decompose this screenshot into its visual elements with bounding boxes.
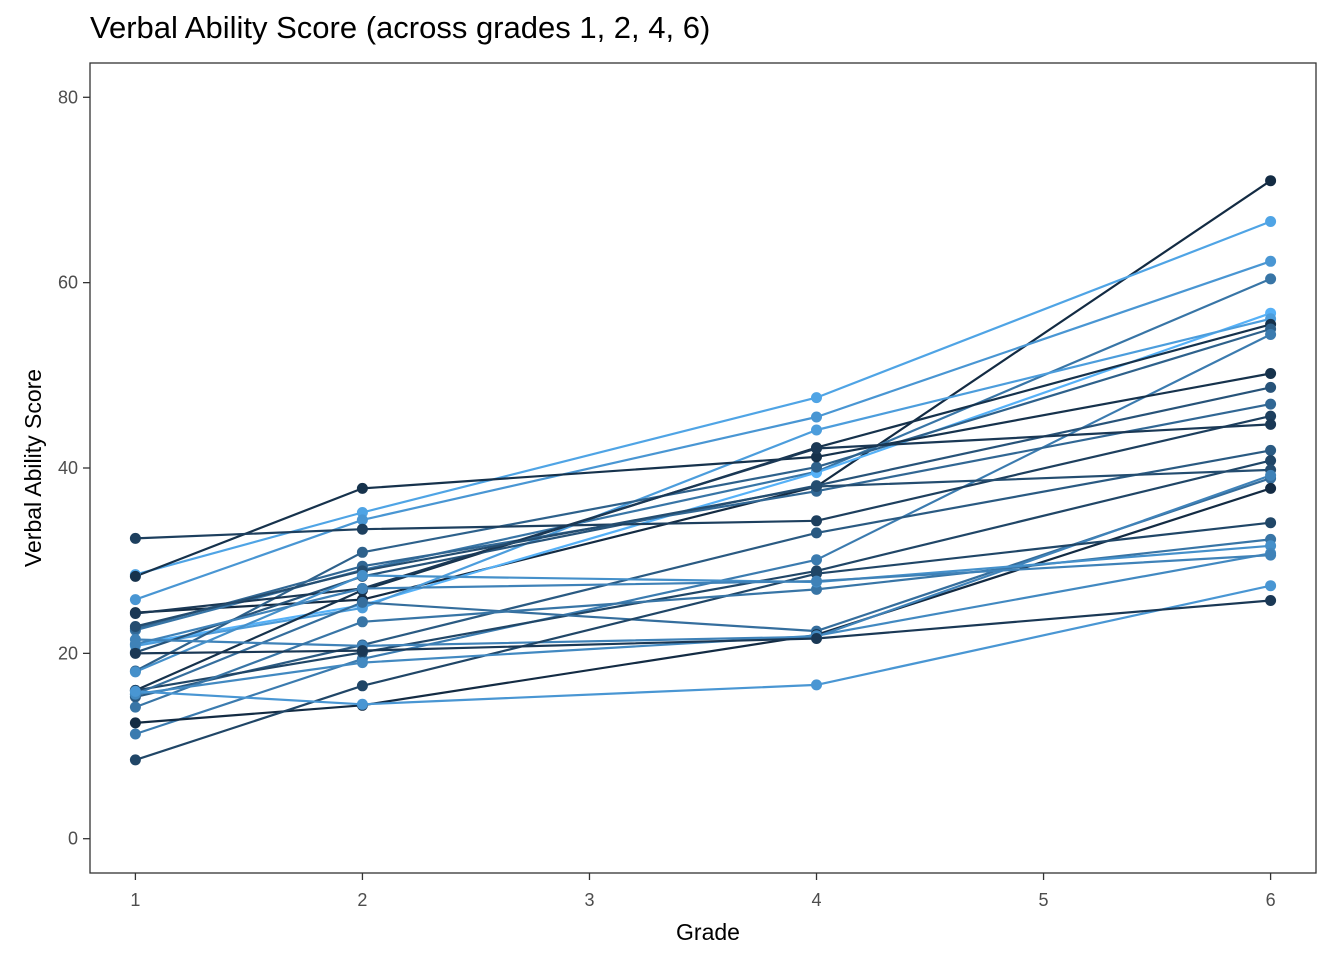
x-tick-label: 6 [1266, 890, 1276, 910]
data-point [356, 583, 368, 594]
data-point [1265, 410, 1277, 422]
data-point [129, 594, 141, 606]
series-line-19 [135, 487, 1271, 724]
data-point [1265, 549, 1277, 561]
data-point [129, 532, 141, 544]
data-point [356, 657, 368, 669]
series-line-3 [135, 260, 1271, 601]
data-point [811, 679, 822, 691]
series-line-16 [135, 459, 1271, 692]
data-point [811, 527, 822, 539]
data-point [129, 638, 141, 650]
data-point [811, 575, 822, 587]
data-point [356, 546, 368, 558]
series-line-20 [135, 474, 1271, 648]
data-point [129, 717, 141, 729]
series-line-27 [135, 599, 1271, 655]
data-point [811, 451, 822, 463]
series-line-18 [134, 477, 1271, 696]
data-point [1265, 273, 1277, 285]
data-point [811, 392, 822, 404]
y-tick-label: 60 [58, 273, 78, 293]
data-point [1265, 418, 1277, 430]
y-tick-label: 80 [58, 87, 78, 107]
series-line-24 [135, 552, 1271, 696]
series-lines [134, 179, 1272, 761]
data-point [1265, 381, 1277, 393]
series-line-10 [135, 372, 1271, 578]
data-point [1265, 255, 1277, 267]
data-point [356, 616, 368, 628]
data-point [129, 647, 141, 659]
x-tick-label: 2 [357, 890, 367, 910]
series-line-21 [135, 521, 1271, 761]
y-tick-label: 40 [58, 458, 78, 478]
data-point [129, 754, 141, 766]
data-point [129, 701, 141, 713]
data-point [1265, 595, 1277, 606]
y-axis: 0 20 40 60 80 [58, 87, 90, 849]
data-point [356, 482, 368, 494]
data-point [811, 481, 822, 492]
chart-title: Verbal Ability Score (across grades 1, 2… [90, 10, 711, 45]
series-line-1 [135, 179, 1272, 614]
series-line-23 [134, 544, 1271, 673]
data-point [811, 424, 822, 436]
x-tick-label: 5 [1039, 890, 1049, 910]
data-point [1265, 469, 1277, 481]
data-point [356, 596, 368, 608]
plot-panel [89, 62, 1317, 874]
data-point [811, 411, 822, 423]
x-tick-label: 4 [812, 890, 822, 910]
data-point [129, 685, 141, 697]
data-point [356, 514, 368, 526]
data-point [129, 570, 141, 582]
series-line-17 [135, 468, 1271, 628]
y-tick-label: 20 [58, 643, 78, 663]
data-point [1265, 444, 1277, 456]
series-points [129, 175, 1277, 766]
data-point [811, 633, 822, 644]
data-point [129, 728, 141, 740]
series-line-8 [134, 327, 1271, 672]
series-line-25 [135, 554, 1271, 646]
x-tick-label: 1 [130, 890, 140, 910]
series-line-14 [135, 423, 1271, 615]
data-point [1265, 455, 1277, 467]
y-axis-title: Verbal Ability Score [20, 369, 46, 567]
data-point [1265, 517, 1277, 529]
data-point [811, 515, 822, 527]
data-point [1265, 580, 1277, 592]
data-point [356, 645, 368, 657]
y-tick-label: 0 [68, 829, 78, 849]
data-point [811, 443, 822, 454]
data-point [1265, 368, 1277, 379]
data-point [1265, 329, 1277, 340]
series-line-13 [135, 415, 1271, 540]
series-line-2 [135, 220, 1271, 576]
data-point [356, 570, 368, 581]
data-point [356, 680, 368, 692]
x-tick-label: 3 [584, 890, 594, 910]
data-point [129, 666, 141, 678]
data-point [1265, 216, 1277, 227]
series-line-26 [135, 584, 1271, 706]
x-axis: 1 2 3 4 5 6 [130, 873, 1276, 910]
x-axis-title: Grade [676, 919, 740, 945]
data-point [356, 698, 368, 710]
data-point [1265, 482, 1277, 494]
data-point [129, 608, 141, 619]
data-point [811, 461, 822, 473]
data-point [811, 554, 822, 566]
data-point [1265, 398, 1277, 410]
data-point [356, 523, 368, 535]
data-point [1265, 175, 1277, 187]
data-point [129, 621, 141, 632]
